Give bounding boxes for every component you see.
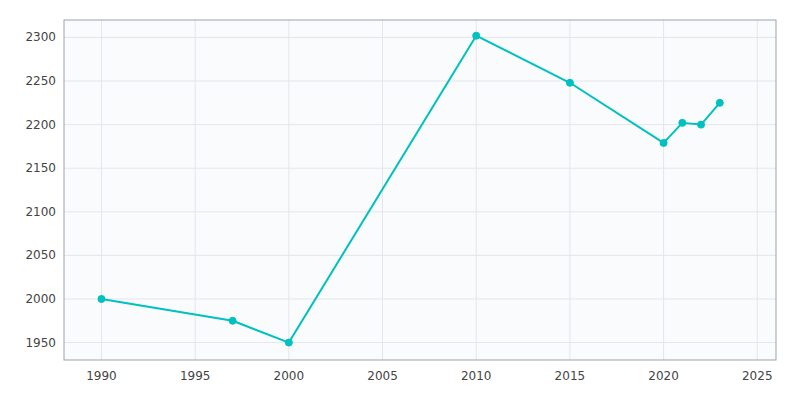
y-tick-label: 2300 [25, 30, 56, 44]
y-tick-label: 1950 [25, 336, 56, 350]
x-tick-label: 1995 [180, 369, 211, 383]
x-tick-label: 2025 [742, 369, 773, 383]
data-point [98, 295, 105, 302]
y-tick-label: 2050 [25, 248, 56, 262]
x-grid-line [757, 20, 758, 360]
x-grid-line [663, 20, 664, 360]
data-line [101, 36, 719, 343]
series [98, 32, 723, 346]
x-tick-label: 2015 [555, 369, 586, 383]
data-point [716, 99, 723, 106]
chart-container: 1990 1995 2000 2005 2010 2015 2020 2025 1950 2000… [0, 0, 800, 400]
y-grid-line [64, 37, 776, 38]
chart-svg: 1990 1995 2000 2005 2010 2015 2020 2025 1950 2000… [0, 0, 800, 400]
tick-labels: 1990 1995 2000 2005 2010 2015 2020 2025 1950 2000… [25, 30, 772, 383]
y-tick-label: 2200 [25, 118, 56, 132]
data-point [660, 139, 667, 146]
y-grid-line [64, 211, 776, 212]
x-tick-label: 2005 [367, 369, 398, 383]
x-grid-line [101, 20, 102, 360]
y-grid-line [64, 342, 776, 343]
data-point [285, 339, 292, 346]
y-grid-line [64, 168, 776, 169]
y-tick-label: 2150 [25, 161, 56, 175]
data-point [679, 119, 686, 126]
grid [64, 20, 776, 360]
x-grid-line [288, 20, 289, 360]
x-grid-line [195, 20, 196, 360]
x-tick-label: 2020 [648, 369, 679, 383]
y-grid-line [64, 124, 776, 125]
x-grid-line [569, 20, 570, 360]
data-point [698, 121, 705, 128]
y-grid-line [64, 81, 776, 82]
plot-background [64, 20, 776, 360]
y-grid-line [64, 298, 776, 299]
y-tick-label: 2100 [25, 205, 56, 219]
y-tick-label: 2250 [25, 74, 56, 88]
y-tick-label: 2000 [25, 292, 56, 306]
x-tick-label: 2010 [461, 369, 492, 383]
plot-frame [64, 20, 776, 360]
x-tick-label: 1990 [86, 369, 117, 383]
x-grid-line [476, 20, 477, 360]
data-point [566, 79, 573, 86]
data-point [229, 317, 236, 324]
data-point [473, 32, 480, 39]
x-tick-label: 2000 [274, 369, 305, 383]
y-grid-line [64, 255, 776, 256]
